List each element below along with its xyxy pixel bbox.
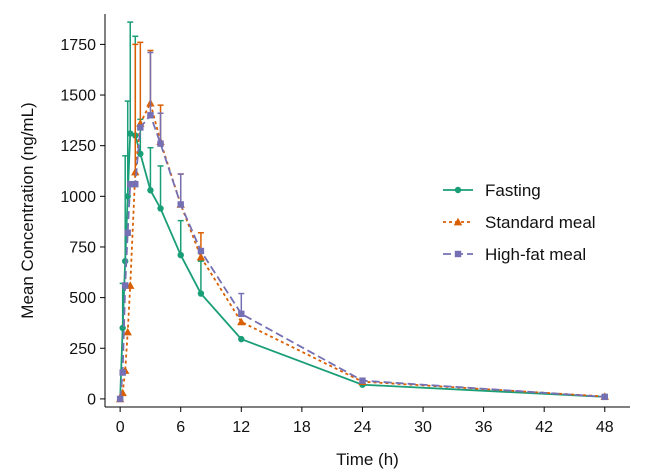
- x-tick-label: 0: [116, 419, 125, 436]
- x-tick-label: 36: [475, 419, 493, 436]
- y-tick-label: 500: [69, 290, 96, 307]
- y-tick-label: 750: [69, 239, 96, 256]
- x-tick-label: 24: [354, 419, 372, 436]
- series-line: [119, 113, 605, 399]
- axes: 0 250 500 750 1000 1250 1500 1750 0 6 12 18 24 30 36 4…: [18, 14, 630, 469]
- y-tick-label: 1500: [60, 88, 96, 105]
- data-point: [119, 369, 126, 376]
- x-tick-label: 12: [232, 419, 250, 436]
- y-tick-label: 1000: [60, 189, 96, 206]
- y-axis-ticks: 0 250 500 750 1000 1250 1500 1750: [60, 37, 105, 408]
- y-tick-label: 250: [69, 341, 96, 358]
- y-tick-label: 1250: [60, 138, 96, 155]
- data-point: [157, 205, 164, 212]
- legend-label: Standard meal: [485, 213, 596, 232]
- data-point: [197, 247, 205, 255]
- data-point: [157, 140, 164, 147]
- legend-label: Fasting: [485, 181, 541, 200]
- series-line: [119, 132, 605, 399]
- data-point: [131, 167, 140, 176]
- legend-marker: [454, 186, 462, 194]
- y-tick-label: 0: [87, 391, 96, 408]
- data-point: [177, 201, 184, 208]
- data-point: [132, 180, 139, 188]
- y-tick-label: 1750: [60, 37, 96, 54]
- series-high-fat-meal: [116, 51, 608, 403]
- data-point: [147, 112, 154, 119]
- legend-item: High-fat meal: [443, 245, 586, 264]
- legend-label: High-fat meal: [485, 245, 586, 264]
- legend-marker: [453, 217, 463, 226]
- data-point: [237, 317, 246, 326]
- series-fasting: [116, 21, 608, 403]
- data-point: [124, 229, 131, 236]
- x-axis-ticks: 0 6 12 18 24 30 36 42 48: [116, 407, 614, 436]
- data-point: [116, 395, 124, 403]
- data-point: [127, 130, 134, 137]
- x-tick-label: 30: [414, 419, 432, 436]
- data-point: [127, 180, 134, 188]
- data-point: [177, 251, 184, 259]
- data-point: [147, 187, 154, 194]
- data-point: [123, 327, 132, 336]
- data-point: [601, 393, 608, 401]
- x-tick-label: 18: [293, 419, 311, 436]
- x-tick-label: 6: [176, 419, 185, 436]
- data-point: [137, 124, 144, 131]
- data-point: [238, 335, 245, 343]
- data-point: [121, 257, 129, 265]
- legend-marker: [454, 250, 462, 258]
- legend-item: Fasting: [443, 181, 541, 200]
- x-tick-label: 48: [596, 419, 614, 436]
- data-point: [121, 282, 129, 289]
- data-point: [197, 290, 205, 297]
- data-point: [196, 252, 206, 261]
- data-point: [359, 377, 366, 384]
- data-point: [238, 310, 245, 318]
- plot-area: [115, 21, 609, 403]
- y-axis-title: Mean Concentration (ng/mL): [18, 102, 37, 318]
- x-tick-label: 42: [535, 419, 553, 436]
- x-axis-title: Time (h): [336, 450, 399, 469]
- legend-item: Standard meal: [443, 213, 596, 232]
- legend: Fasting Standard meal High-fat meal: [443, 181, 596, 264]
